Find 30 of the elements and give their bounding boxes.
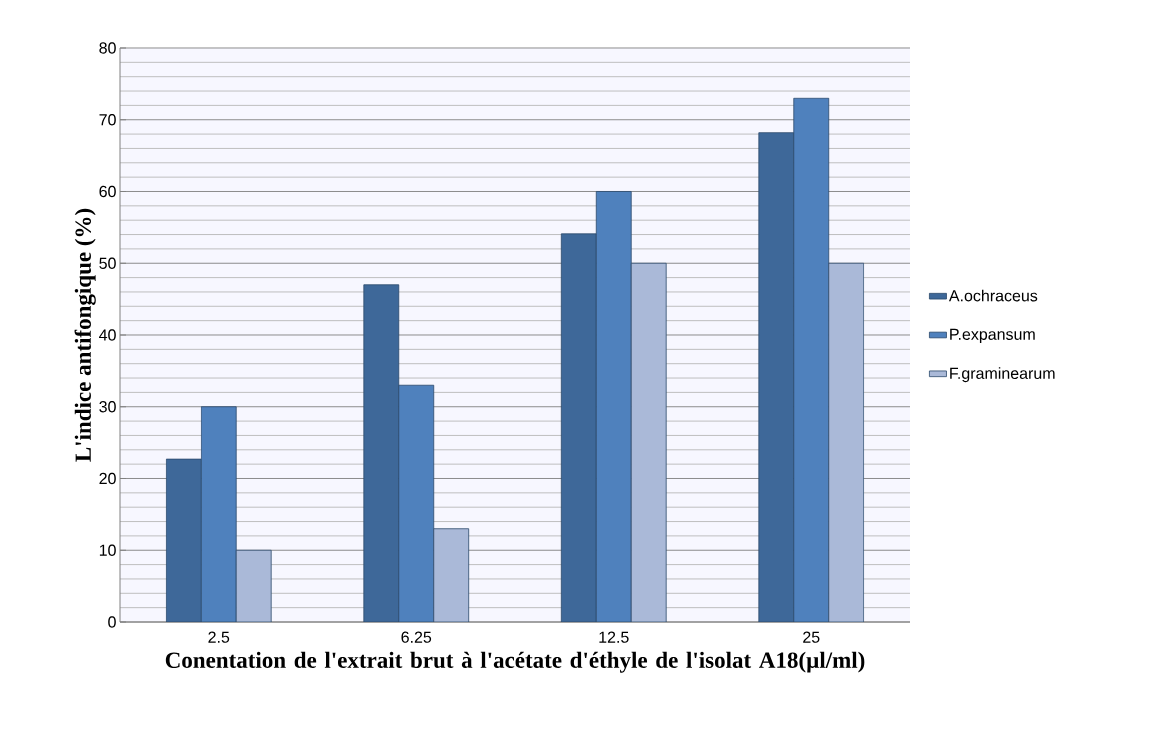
x-tick-label: 2.5 xyxy=(208,631,230,643)
bar xyxy=(165,458,202,622)
bar xyxy=(560,233,597,622)
y-tick-label: 30 xyxy=(99,401,116,413)
x-tick-label: 12.5 xyxy=(599,631,629,643)
x-tick-label: 25 xyxy=(803,631,820,643)
x-tick-label: 6.25 xyxy=(401,631,432,643)
y-tick-label: 70 xyxy=(99,114,116,126)
legend-label: A.ochraceus xyxy=(948,289,1038,302)
y-tick-label: 50 xyxy=(99,257,116,269)
bar xyxy=(630,262,667,622)
y-tick-label: 80 xyxy=(99,42,116,54)
y-tick-label: 10 xyxy=(99,544,116,556)
x-axis-title: Conentation de l'extrait brut à l'acétate d'éthyle de l'isolat A18(µl/ml) xyxy=(165,651,865,673)
legend-label: P.expansum xyxy=(950,328,1035,344)
legend-label: F.graminearum xyxy=(950,367,1055,383)
bar xyxy=(828,262,865,622)
bar xyxy=(235,549,272,622)
bar xyxy=(793,97,830,622)
bar xyxy=(398,384,435,622)
bar xyxy=(200,406,237,622)
bar xyxy=(363,284,400,622)
bar xyxy=(595,191,632,622)
y-tick-label: 60 xyxy=(99,185,116,198)
y-tick-label: 0 xyxy=(108,616,116,628)
y-axis-title: L'indice antifongique (%) xyxy=(74,208,96,462)
bar xyxy=(758,132,795,622)
y-tick-label: 40 xyxy=(99,329,116,341)
bar xyxy=(433,528,470,622)
y-tick-label: 20 xyxy=(99,472,116,485)
